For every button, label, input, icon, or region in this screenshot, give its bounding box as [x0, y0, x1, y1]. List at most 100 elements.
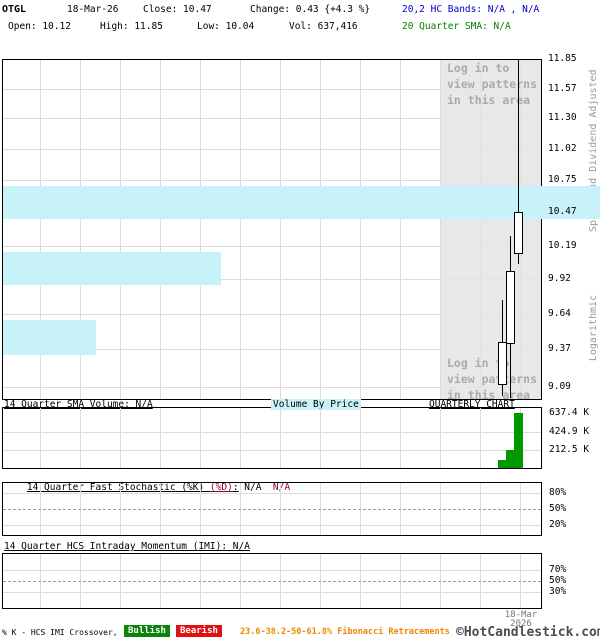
vertical-gridline: [40, 60, 41, 399]
vertical-gridline: [200, 408, 201, 468]
sma-value: 20 Quarter SMA: N/A: [402, 21, 511, 32]
login-notice[interactable]: Log in to view patterns in this area: [446, 356, 540, 404]
close-value: Close: 10.47: [143, 4, 212, 15]
candle-wick: [518, 59, 519, 264]
low-value: Low: 10.04: [197, 21, 255, 32]
stochastic-dashed-midline: [3, 509, 541, 510]
login-notice[interactable]: Log in to view patterns in this area: [446, 61, 540, 109]
vertical-gridline: [360, 408, 361, 468]
ticker-symbol: OTGL: [2, 4, 27, 15]
stochastic-gridline: [3, 493, 541, 494]
vertical-gridline: [200, 60, 201, 399]
price-gridline: [3, 387, 541, 388]
candle-body: [506, 271, 515, 344]
x-axis-date-year: 2026: [510, 619, 532, 629]
volume-tick-label: 424.9 K: [549, 426, 590, 437]
vertical-gridline: [40, 408, 41, 468]
stochastic-tick-label: 20%: [549, 519, 567, 530]
price-gridline: [3, 118, 541, 119]
vertical-gridline: [360, 60, 361, 399]
stochastic-label-colon: :: [232, 482, 239, 493]
volume-by-price-label: Volume By Price: [271, 399, 361, 410]
price-gridline: [3, 149, 541, 150]
vertical-gridline: [400, 60, 401, 399]
vertical-gridline: [440, 408, 441, 468]
open-value: Open: 10.12: [8, 21, 71, 32]
volume-bar: [514, 413, 523, 468]
imi-panel-border: [2, 553, 542, 609]
price-tick-label: 10.75: [548, 174, 577, 185]
volume-gridline: [3, 432, 541, 433]
volume-by-price-band: [3, 320, 96, 355]
price-tick-label: 9.64: [548, 308, 571, 319]
vertical-gridline: [320, 60, 321, 399]
volume-gridline: [3, 450, 541, 451]
change-value: Change: 0.43 {+4.3 %}: [250, 4, 371, 15]
imi-tick-label: 70%: [549, 564, 567, 575]
volume-by-price-band: [3, 252, 221, 285]
imi-dashed-midline: [3, 581, 541, 582]
vertical-gridline: [240, 408, 241, 468]
vertical-gridline: [400, 408, 401, 468]
volume-value: Vol: 637,416: [289, 21, 358, 32]
imi-gridline: [3, 570, 541, 571]
imi-tick-label: 50%: [549, 575, 567, 586]
imi-gridline: [3, 592, 541, 593]
login-notice-line: in this area: [447, 93, 531, 107]
vertical-gridline: [480, 408, 481, 468]
volume-tick-label: 637.4 K: [549, 407, 590, 418]
vertical-gridline: [280, 408, 281, 468]
price-gridline: [3, 314, 541, 315]
imi-label: 14 Quarter HCS Intraday Momentum (IMI): …: [4, 541, 250, 552]
candle-body: [498, 342, 507, 385]
volume-bar: [506, 450, 515, 468]
high-value: High: 11.85: [100, 21, 163, 32]
logarithmic-note: Logarithmic: [588, 294, 599, 362]
sma-volume-label: 14 Quarter SMA Volume: N/A: [4, 399, 153, 410]
price-tick-label: 10.19: [548, 240, 577, 251]
price-tick-label: 11.30: [548, 112, 577, 123]
login-notice-line: Log in to: [447, 61, 510, 75]
stochastic-k-value: N/A: [238, 482, 262, 493]
login-notice-line: view patterns: [447, 77, 538, 91]
volume-panel-border: [2, 407, 542, 469]
vertical-gridline: [80, 60, 81, 399]
vertical-gridline: [160, 408, 161, 468]
price-gridline: [3, 279, 541, 280]
price-gridline: [3, 89, 541, 90]
stochastic-gridline: [3, 525, 541, 526]
vertical-gridline: [280, 60, 281, 399]
imi-tick-label: 30%: [549, 586, 567, 597]
login-notice-line: view patterns: [447, 372, 538, 386]
stochastic-tick-label: 50%: [549, 503, 567, 514]
price-tick-label: 11.85: [548, 53, 577, 64]
vertical-gridline: [80, 408, 81, 468]
pattern-area-box: [441, 60, 541, 399]
volume-by-price-band: [3, 186, 600, 219]
crossover-legend-label: % K - HCS IMI Crossover,: [2, 628, 118, 637]
quarterly-chart-label: QUARTERLY CHART: [429, 399, 515, 410]
vertical-gridline: [120, 60, 121, 399]
price-tick-label: 9.92: [548, 273, 571, 284]
bearish-badge: Bearish: [176, 625, 222, 637]
vertical-gridline: [320, 408, 321, 468]
bullish-badge: Bullish: [124, 625, 170, 637]
candle-body: [514, 212, 523, 254]
vertical-gridline: [120, 408, 121, 468]
price-tick-label: 9.37: [548, 343, 571, 354]
login-notice-line: in this area: [447, 388, 531, 402]
price-tick-label: 9.09: [548, 381, 571, 392]
price-tick-label: 11.02: [548, 143, 577, 154]
site-copyright: ©HotCandlestick.com: [456, 625, 600, 640]
hc-bands-value: 20,2 HC Bands: N/A , N/A: [402, 4, 540, 15]
price-gridline: [3, 349, 541, 350]
volume-bar: [498, 460, 507, 468]
vertical-gridline: [440, 60, 441, 399]
stochastic-panel-border: [2, 482, 542, 536]
stochastic-label-d: (%D): [209, 482, 233, 493]
stochastic-tick-label: 80%: [549, 487, 567, 498]
volume-tick-label: 212.5 K: [549, 444, 590, 455]
quote-date: 18-Mar-26: [67, 4, 119, 15]
price-gridline: [3, 180, 541, 181]
